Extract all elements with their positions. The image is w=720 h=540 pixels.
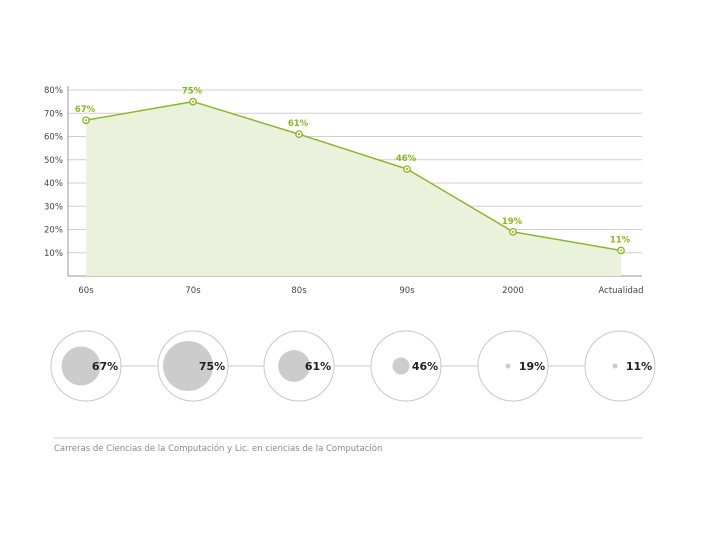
y-tick-label: 60% [44,133,63,143]
x-axis-ticks: 60s 70s 80s 90s 2000 Actualidad [78,286,643,296]
y-tick-label: 30% [44,202,63,212]
x-tick-label: 60s [78,286,94,296]
data-label: 11% [610,235,631,245]
bubble-outer-ring [584,330,656,402]
data-label: 75% [182,87,203,97]
data-points [82,97,625,255]
y-tick-label: 10% [44,249,63,259]
x-tick-label: 2000 [502,286,524,296]
bubble-label: 11% [626,360,652,373]
bubble-outer-ring [477,330,549,402]
bubble [278,350,310,382]
data-label: 67% [75,105,96,115]
x-tick-label: Actualidad [599,286,644,296]
bubble [163,341,213,391]
x-tick-label: 70s [185,286,201,296]
y-tick-label: 20% [44,226,63,236]
data-point-dot [298,133,300,136]
bubble-label: 75% [199,360,225,373]
data-label: 61% [288,119,309,129]
bubble-row: 67% 75% 61% 46% 19% 11% [50,330,656,402]
chart-caption: Carreras de Ciencias de la Computación y… [54,444,383,454]
data-label: 19% [502,217,523,227]
y-axis-ticks: 10% 20% 30% 40% 50% 60% 70% 80% [44,86,63,259]
bubble [61,346,101,386]
data-point-dot [406,168,408,171]
data-point-dot [192,100,194,103]
data-point-dot [512,230,514,233]
data-point-dot [85,119,87,122]
series-line [85,100,622,252]
x-tick-label: 90s [399,286,415,296]
y-tick-label: 40% [44,179,63,189]
bubble-label: 19% [519,360,545,373]
data-label: 46% [396,154,417,164]
data-labels: 67% 75% 61% 46% 19% 11% [75,87,631,246]
x-tick-label: 80s [291,286,307,296]
y-tick-label: 50% [44,156,63,166]
bubble-label: 67% [92,360,118,373]
bubble [392,357,410,375]
area-fill [86,101,621,276]
bubble-label: 61% [305,360,331,373]
y-tick-label: 70% [44,109,63,119]
data-point-dot [620,249,622,252]
bubble-label: 46% [412,360,438,373]
bubble [505,363,511,369]
y-tick-label: 80% [44,86,63,96]
bubble [612,363,618,369]
